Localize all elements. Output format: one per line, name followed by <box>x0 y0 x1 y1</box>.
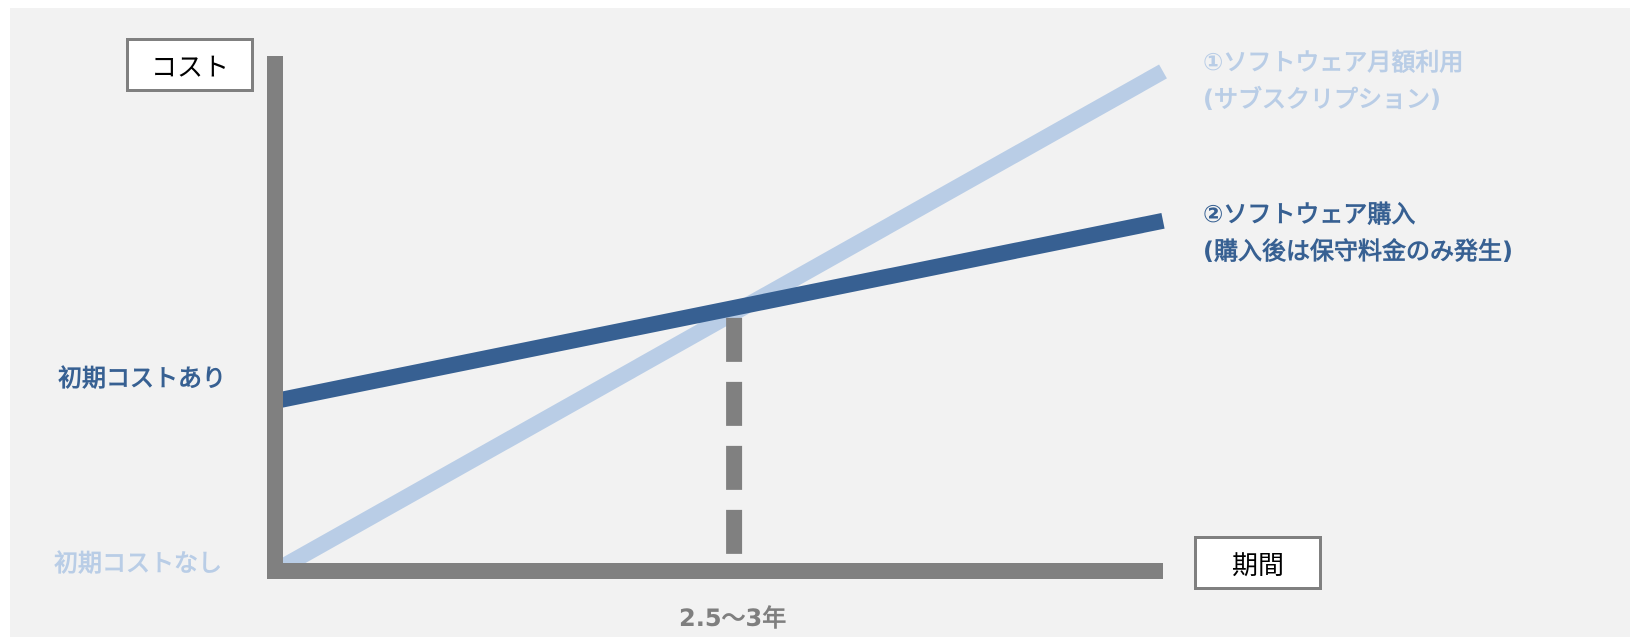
legend-subscription-line1: ①ソフトウェア月額利用 <box>1203 48 1464 76</box>
y-label-initial-cost-no: 初期コストなし <box>54 549 222 577</box>
y-label-initial-cost-yes: 初期コストあり <box>58 364 226 392</box>
legend-purchase-line2: (購入後は保守料金のみ発生) <box>1203 237 1513 265</box>
legend-subscription: ①ソフトウェア月額利用 (サブスクリプション) <box>1203 44 1463 118</box>
series-line-1 <box>271 64 1167 578</box>
series-line-2 <box>273 212 1165 409</box>
legend-subscription-line2: (サブスクリプション) <box>1203 85 1441 113</box>
x-axis-label: 期間 <box>1194 536 1322 590</box>
y-axis-label: コスト <box>126 38 254 92</box>
legend-purchase-line1: ②ソフトウェア購入 <box>1203 200 1416 228</box>
x-marker-label: 2.5〜3年 <box>679 604 787 632</box>
legend-purchase: ②ソフトウェア購入 (購入後は保守料金のみ発生) <box>1203 196 1513 270</box>
